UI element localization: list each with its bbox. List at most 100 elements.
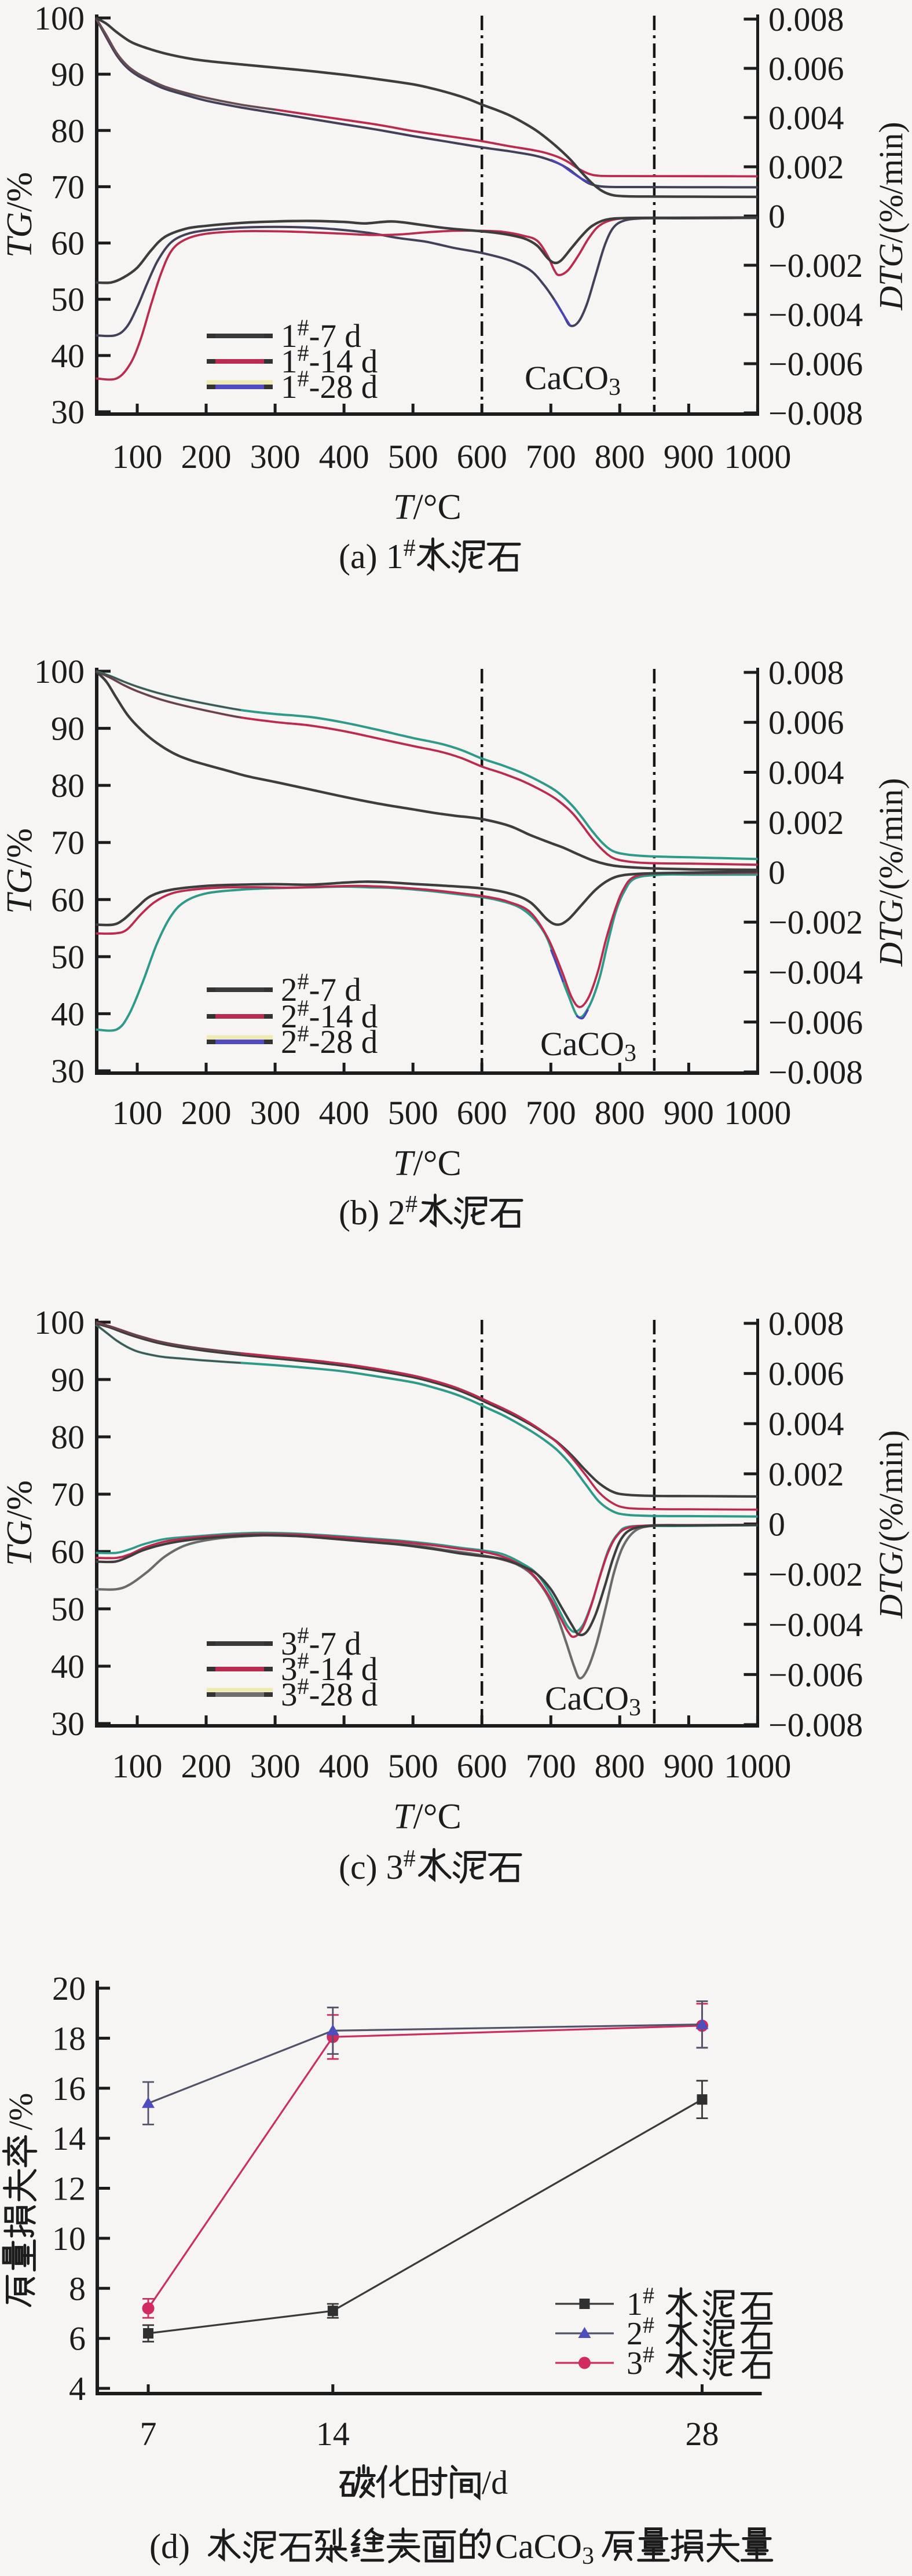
- svg-text:900: 900: [664, 1747, 714, 1785]
- svg-text:/d: /d: [482, 2464, 508, 2501]
- svg-text:600: 600: [457, 1747, 507, 1785]
- svg-text:1000: 1000: [724, 438, 791, 475]
- svg-text:90: 90: [51, 56, 85, 93]
- svg-text:0.004: 0.004: [768, 99, 844, 137]
- svg-text:−0.002: −0.002: [768, 1556, 863, 1593]
- svg-text:2#-14 d: 2#-14 d: [281, 995, 378, 1035]
- svg-text:100: 100: [34, 0, 85, 37]
- svg-text:500: 500: [388, 1094, 438, 1132]
- svg-text:14: 14: [316, 2415, 350, 2453]
- svg-text:70: 70: [51, 1476, 85, 1513]
- svg-text:100: 100: [112, 1094, 163, 1132]
- svg-text:30: 30: [51, 1052, 85, 1090]
- svg-text:900: 900: [664, 438, 714, 475]
- svg-text:−0.004: −0.004: [768, 1606, 863, 1644]
- svg-text:CaCO3: CaCO3: [540, 1025, 636, 1067]
- svg-text:900: 900: [664, 1094, 714, 1132]
- svg-text:TG/%: TG/%: [0, 1480, 39, 1566]
- svg-text:50: 50: [51, 281, 85, 319]
- svg-text:1#-7 d: 1#-7 d: [281, 314, 361, 354]
- svg-text:CaCO3: CaCO3: [545, 1679, 641, 1721]
- svg-text:800: 800: [595, 1094, 645, 1132]
- svg-text:1000: 1000: [724, 1747, 791, 1785]
- svg-text:800: 800: [595, 438, 645, 475]
- svg-text:90: 90: [51, 710, 85, 748]
- svg-text:2#-7 d: 2#-7 d: [281, 968, 361, 1008]
- svg-text:700: 700: [526, 438, 576, 475]
- svg-text:1#-14 d: 1#-14 d: [281, 340, 378, 380]
- svg-text:8: 8: [69, 2270, 86, 2307]
- svg-text:30: 30: [51, 393, 85, 431]
- svg-text:−0.002: −0.002: [768, 247, 863, 284]
- svg-text:200: 200: [181, 438, 232, 475]
- svg-text:700: 700: [526, 1747, 576, 1785]
- svg-text:0: 0: [768, 1506, 785, 1543]
- svg-text:100: 100: [34, 1304, 85, 1341]
- svg-text:(a) 1#: (a) 1#: [339, 535, 416, 576]
- svg-text:20: 20: [52, 1970, 86, 2007]
- svg-text:CaCO3: CaCO3: [525, 359, 621, 401]
- svg-text:3#-28 d: 3#-28 d: [281, 1673, 378, 1713]
- svg-text:50: 50: [51, 1590, 85, 1628]
- svg-text:0: 0: [768, 854, 785, 891]
- svg-text:0.008: 0.008: [768, 1, 844, 38]
- svg-text:60: 60: [51, 881, 85, 919]
- svg-text:(d): (d): [149, 2527, 190, 2566]
- svg-text:60: 60: [51, 1533, 85, 1571]
- svg-text:50: 50: [51, 938, 85, 976]
- svg-text:−0.002: −0.002: [768, 903, 863, 941]
- svg-text:30: 30: [51, 1705, 85, 1743]
- svg-text:200: 200: [181, 1094, 232, 1132]
- svg-text:3#-14 d: 3#-14 d: [281, 1648, 378, 1688]
- svg-text:(c) 3#: (c) 3#: [339, 1846, 416, 1886]
- svg-text:−0.008: −0.008: [768, 1053, 863, 1091]
- svg-text:600: 600: [457, 438, 507, 475]
- svg-text:TG/%: TG/%: [0, 828, 39, 914]
- svg-text:0.006: 0.006: [768, 704, 844, 741]
- svg-text:40: 40: [51, 995, 85, 1033]
- svg-text:−0.004: −0.004: [768, 954, 863, 991]
- svg-text:28: 28: [686, 2415, 719, 2453]
- svg-text:CaCO3: CaCO3: [495, 2527, 594, 2570]
- svg-text:300: 300: [250, 1747, 301, 1785]
- svg-text:0: 0: [768, 197, 785, 235]
- svg-text:0.008: 0.008: [768, 654, 844, 691]
- svg-text:/%: /%: [2, 2093, 39, 2130]
- svg-text:1000: 1000: [724, 1094, 791, 1132]
- svg-text:70: 70: [51, 168, 85, 206]
- svg-text:80: 80: [51, 1418, 85, 1456]
- svg-text:400: 400: [319, 1747, 369, 1785]
- svg-text:0.006: 0.006: [768, 50, 844, 87]
- svg-text:(b) 2#: (b) 2#: [339, 1191, 417, 1232]
- svg-text:400: 400: [319, 1094, 369, 1132]
- svg-text:100: 100: [34, 653, 85, 690]
- svg-text:−0.006: −0.006: [768, 1656, 863, 1693]
- svg-text:80: 80: [51, 112, 85, 149]
- svg-text:0.002: 0.002: [768, 148, 844, 186]
- svg-text:4: 4: [69, 2370, 86, 2407]
- svg-text:0.002: 0.002: [768, 1455, 844, 1493]
- svg-text:3#-7 d: 3#-7 d: [281, 1622, 361, 1662]
- svg-text:T/°C: T/°C: [393, 1144, 462, 1183]
- svg-text:400: 400: [319, 438, 369, 475]
- svg-text:0.002: 0.002: [768, 804, 844, 841]
- svg-text:100: 100: [112, 438, 163, 475]
- svg-text:−0.008: −0.008: [768, 1706, 863, 1744]
- svg-text:200: 200: [181, 1747, 232, 1785]
- svg-text:100: 100: [112, 1747, 163, 1785]
- svg-text:1#-28 d: 1#-28 d: [281, 365, 378, 405]
- svg-text:T/°C: T/°C: [393, 1797, 462, 1836]
- svg-text:600: 600: [457, 1094, 507, 1132]
- svg-text:6: 6: [69, 2320, 86, 2358]
- svg-text:500: 500: [388, 1747, 438, 1785]
- svg-text:40: 40: [51, 1648, 85, 1685]
- svg-text:−0.006: −0.006: [768, 345, 863, 383]
- svg-text:TG/%: TG/%: [0, 172, 39, 258]
- svg-text:DTG/(%/min): DTG/(%/min): [872, 1430, 910, 1619]
- svg-text:300: 300: [250, 1094, 301, 1132]
- svg-text:DTG/(%/min): DTG/(%/min): [872, 122, 910, 310]
- svg-text:10: 10: [52, 2220, 86, 2257]
- svg-text:0.004: 0.004: [768, 754, 844, 792]
- svg-text:12: 12: [52, 2170, 86, 2208]
- svg-text:800: 800: [595, 1747, 645, 1785]
